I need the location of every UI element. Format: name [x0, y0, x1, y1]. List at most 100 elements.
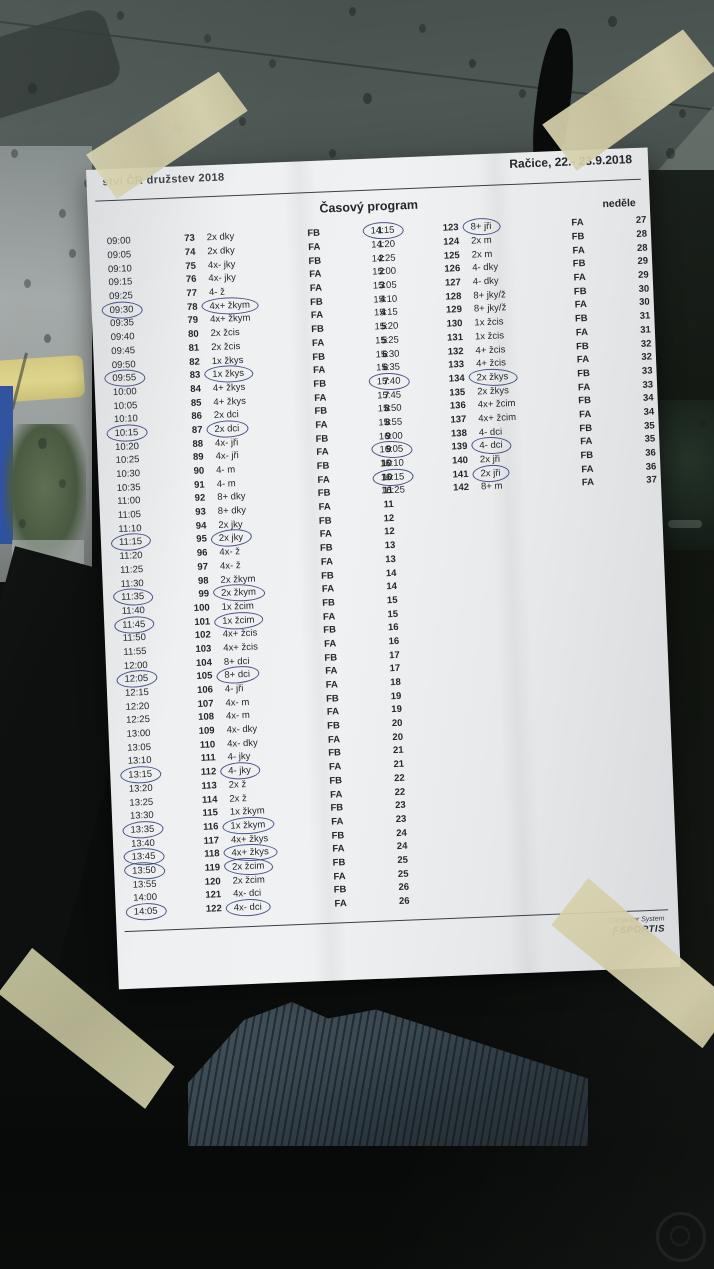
race-time: 15:40: [376, 375, 417, 388]
final-number: 33: [642, 379, 654, 391]
final-number: 30: [638, 283, 650, 295]
final-number: 19: [390, 690, 402, 702]
race-number: 142: [452, 482, 470, 494]
race-number: 73: [184, 233, 196, 245]
pen-circle: 2x jky: [218, 532, 244, 545]
final-phase: FB: [573, 285, 587, 298]
final-number: 36: [645, 447, 657, 459]
race-time: 13:10: [127, 755, 152, 768]
final-phase: FA: [315, 419, 328, 431]
final-phase: FA: [312, 364, 326, 377]
race-time: 13:45: [131, 850, 171, 863]
pen-circle: 13:15: [128, 768, 153, 781]
final-number: 28: [636, 242, 648, 254]
final-number: 11: [383, 499, 394, 511]
final-phase: FA: [317, 474, 330, 486]
race-number: 75: [185, 260, 197, 272]
final-number: 34: [643, 406, 655, 418]
final-phase: FA: [573, 272, 587, 284]
schedule-sheet: ství ČR družstev 2018 Račice, 22.- 23.9.…: [86, 147, 681, 990]
race-number: 78: [186, 301, 198, 313]
race-number: 124: [443, 236, 460, 248]
final-phase: FA: [325, 679, 339, 691]
final-phase: FB: [333, 884, 347, 896]
pen-circle: 14:05: [133, 905, 158, 918]
race-number: 99: [198, 588, 210, 601]
pen-circle: 16:15: [380, 471, 405, 484]
race-number: 116: [202, 821, 219, 833]
race-number: 122: [205, 903, 222, 915]
race-time: 10:00: [112, 386, 137, 398]
final-phase: FB: [331, 829, 345, 842]
pen-circle: 15:40: [376, 375, 401, 388]
race-number: 91: [193, 479, 205, 491]
final-phase: FB: [319, 542, 333, 555]
final-number: 25: [397, 854, 409, 867]
pen-circle: 1x žkys: [212, 368, 245, 381]
race-number: 106: [196, 684, 214, 696]
final-number: 21: [392, 745, 404, 757]
race-time: 14:20: [371, 238, 396, 251]
final-number: 23: [395, 813, 407, 825]
race-number: 121: [205, 889, 222, 902]
race-time: 15:15: [373, 307, 398, 320]
race-time: 09:30: [109, 303, 149, 316]
final-number: 32: [641, 351, 653, 364]
race-number: 84: [190, 383, 202, 395]
final-number: 16: [387, 622, 399, 634]
race-time: 10:05: [113, 399, 138, 412]
race-number: 95: [196, 533, 208, 546]
race-number: 103: [195, 643, 212, 655]
pen-circle: 13:35: [130, 823, 155, 836]
race-time: 09:35: [109, 317, 135, 330]
race-time: 10:25: [115, 454, 140, 467]
final-phase: FA: [332, 843, 345, 855]
final-phase: FA: [581, 463, 594, 476]
race-number: 96: [196, 547, 208, 560]
final-phase: FB: [308, 255, 322, 267]
final-number: 29: [637, 255, 649, 268]
race-time: 12:25: [125, 714, 151, 727]
final-number: 32: [640, 337, 652, 350]
race-number: 94: [195, 520, 207, 532]
race-number: 136: [449, 400, 466, 412]
final-phase: FA: [319, 528, 333, 541]
race-number: 100: [193, 602, 210, 614]
pen-circle: 1x žcim: [221, 614, 255, 627]
race-number: 141: [452, 468, 469, 481]
race-time: 09:10: [107, 262, 132, 275]
day-label: neděle: [602, 196, 637, 211]
final-number: 28: [636, 228, 648, 240]
pen-circle: 09:30: [109, 303, 134, 316]
race-time: 11:55: [123, 645, 147, 658]
race-number: 117: [203, 834, 220, 847]
race-number: 93: [195, 506, 207, 518]
final-number: 30: [638, 296, 650, 309]
final-phase: FB: [322, 597, 336, 609]
final-phase: FB: [320, 569, 335, 582]
race-time: 14:05: [134, 905, 174, 918]
pen-circle: 14:15: [370, 225, 395, 237]
race-number: 128: [445, 290, 462, 303]
final-number: 20: [391, 717, 403, 730]
final-phase: FA: [334, 898, 347, 910]
race-time: 10:20: [114, 440, 140, 453]
race-time: 11:40: [121, 604, 146, 617]
final-phase: FA: [327, 734, 341, 746]
race-time: 11:20: [119, 550, 143, 563]
race-time: 11:35: [121, 591, 161, 603]
race-number: 76: [185, 274, 197, 286]
race-number: 131: [446, 331, 464, 344]
schedule-left-column: 09:00 73 2x dky FB 1 09:05 74 2x dky FA 1 09:10 75 4…: [107, 224, 410, 919]
race-time: 16:15: [380, 471, 420, 484]
race-number: 123: [442, 222, 459, 235]
pen-circle: 11:45: [122, 618, 146, 631]
final-number: 37: [646, 474, 658, 487]
final-phase: FA: [318, 501, 332, 514]
final-phase: FA: [577, 381, 591, 394]
race-number: 140: [451, 454, 469, 467]
final-phase: FA: [574, 299, 588, 311]
final-number: 14: [386, 581, 398, 593]
race-time: 14:00: [133, 892, 158, 905]
pen-circle: 1x žkym: [230, 819, 266, 832]
